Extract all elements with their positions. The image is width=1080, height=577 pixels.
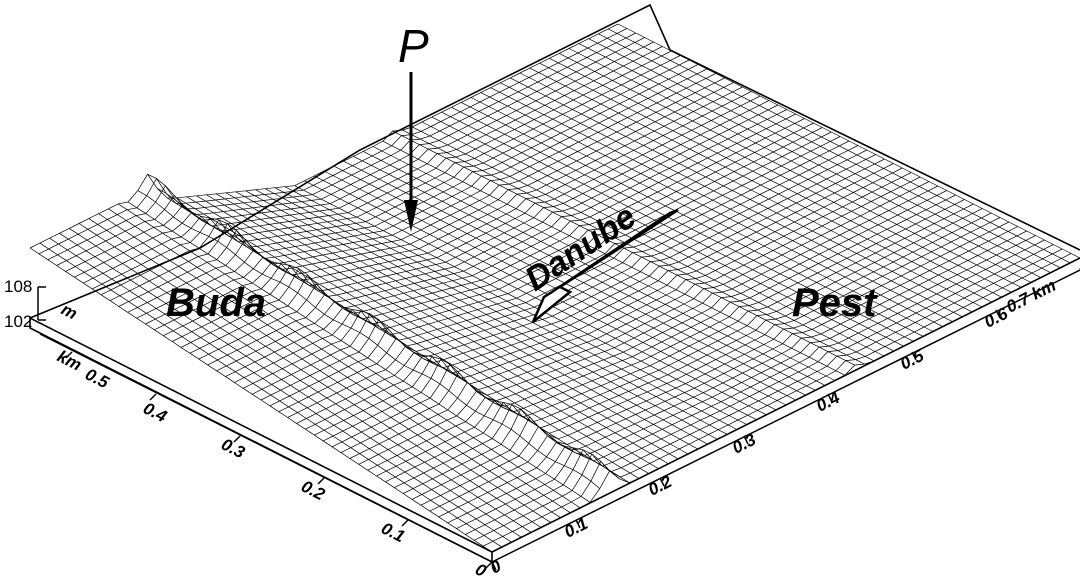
y-tick-mark xyxy=(233,435,241,443)
x-tick-mark xyxy=(575,519,581,529)
mesh-line xyxy=(549,57,1012,293)
x-tick-label: 0.1 xyxy=(561,514,591,542)
mesh-line xyxy=(127,201,591,503)
mesh-line xyxy=(314,175,777,411)
x-tick-mark xyxy=(911,351,917,361)
right-bank-label: Pest xyxy=(792,281,878,325)
mesh-line xyxy=(539,62,1002,298)
mesh-line xyxy=(176,197,640,479)
mesh-line xyxy=(108,208,571,514)
mesh-line xyxy=(127,73,716,313)
mesh-line xyxy=(470,97,934,332)
y-tick-mark xyxy=(317,477,325,485)
mesh-line xyxy=(363,151,826,386)
mesh-line xyxy=(39,242,502,548)
mesh-line xyxy=(118,203,581,509)
x-tick-mark xyxy=(659,477,665,487)
mesh-line xyxy=(78,223,542,528)
z-tick-label: 108 xyxy=(4,277,32,296)
mesh-line xyxy=(98,213,561,518)
mesh-line xyxy=(529,67,992,303)
x-tick-mark xyxy=(743,435,749,445)
x-tick-label: 0 xyxy=(487,556,505,577)
mesh-line xyxy=(49,237,512,543)
z-axis: 108 102 m xyxy=(4,277,80,331)
mesh-line xyxy=(402,129,865,365)
point-p-marker: P xyxy=(398,20,429,232)
mesh-line xyxy=(196,195,659,470)
y-tick-mark xyxy=(65,351,73,359)
wireframe-surface-mesh xyxy=(29,23,1080,553)
mesh-line xyxy=(510,77,973,313)
mesh-line xyxy=(431,116,894,352)
mesh-line xyxy=(500,82,963,318)
x-tick-marks xyxy=(491,268,1080,571)
mesh-line xyxy=(461,102,924,337)
x-tick-label: 0.3 xyxy=(729,430,759,458)
mesh-line xyxy=(559,53,1022,288)
mesh-line xyxy=(88,218,551,523)
mesh-line xyxy=(225,192,689,455)
x-tick-label: 0.2 xyxy=(645,472,675,500)
mesh-line xyxy=(284,186,747,425)
y-tick-mark xyxy=(401,519,409,527)
mesh-line xyxy=(323,170,787,406)
mesh-line xyxy=(137,190,601,489)
y-tick-mark xyxy=(149,393,157,401)
z-tick-label: 102 xyxy=(4,312,32,331)
mesh-line xyxy=(157,188,620,480)
y-tick-label: 0.4 xyxy=(140,399,170,427)
mesh-line xyxy=(578,43,1041,278)
mesh-line xyxy=(490,87,953,323)
y-tick-mark xyxy=(485,561,493,569)
mesh-line xyxy=(451,106,914,342)
x-tick-mark xyxy=(491,561,497,571)
mesh-line xyxy=(385,203,974,483)
mesh-line xyxy=(274,187,738,430)
y-tick-label: 0 xyxy=(472,560,490,577)
mesh-line xyxy=(441,111,904,347)
mesh-line xyxy=(59,233,522,538)
y-tick-label: 0.1 xyxy=(378,519,408,547)
mesh-line xyxy=(519,72,983,308)
y-tick-label: 0.3 xyxy=(218,435,248,463)
y-tick-label: 0.2 xyxy=(298,477,328,505)
mesh-line xyxy=(216,193,679,460)
mesh-line xyxy=(480,92,943,327)
point-label: P xyxy=(398,20,429,72)
mesh-line xyxy=(186,196,649,474)
x-tick-label: 0.4 xyxy=(813,388,843,416)
mesh-line xyxy=(568,48,1032,283)
surface-outline xyxy=(29,3,1080,564)
left-bank-label: Buda xyxy=(166,281,266,325)
mesh-line xyxy=(255,189,718,440)
mesh-line xyxy=(421,121,885,357)
mesh-line xyxy=(167,197,630,483)
mesh-line xyxy=(294,185,757,421)
z-axis-unit: m xyxy=(58,300,80,324)
mesh-line xyxy=(588,38,1051,274)
mesh-line xyxy=(392,130,855,366)
mesh-line xyxy=(206,194,669,465)
mesh-line xyxy=(29,247,493,553)
mesh-line xyxy=(245,190,708,445)
y-tick-marks xyxy=(65,351,493,569)
river-flow-arrow xyxy=(531,208,679,323)
x-tick-label: 0.5 xyxy=(897,346,927,374)
mesh-line xyxy=(235,191,698,450)
mesh-line xyxy=(265,188,728,435)
mesh-line xyxy=(382,140,845,376)
x-tick-mark xyxy=(827,393,833,403)
mesh-line xyxy=(147,173,610,472)
x-tick-mark xyxy=(995,309,1001,319)
mesh-line xyxy=(304,180,767,416)
mesh-line xyxy=(394,208,983,489)
mesh-line xyxy=(69,228,532,533)
mesh-line xyxy=(412,126,875,362)
mesh-line xyxy=(598,33,1061,269)
mesh-line xyxy=(608,28,1071,264)
mesh-line xyxy=(353,155,816,391)
mesh-line xyxy=(372,146,836,381)
